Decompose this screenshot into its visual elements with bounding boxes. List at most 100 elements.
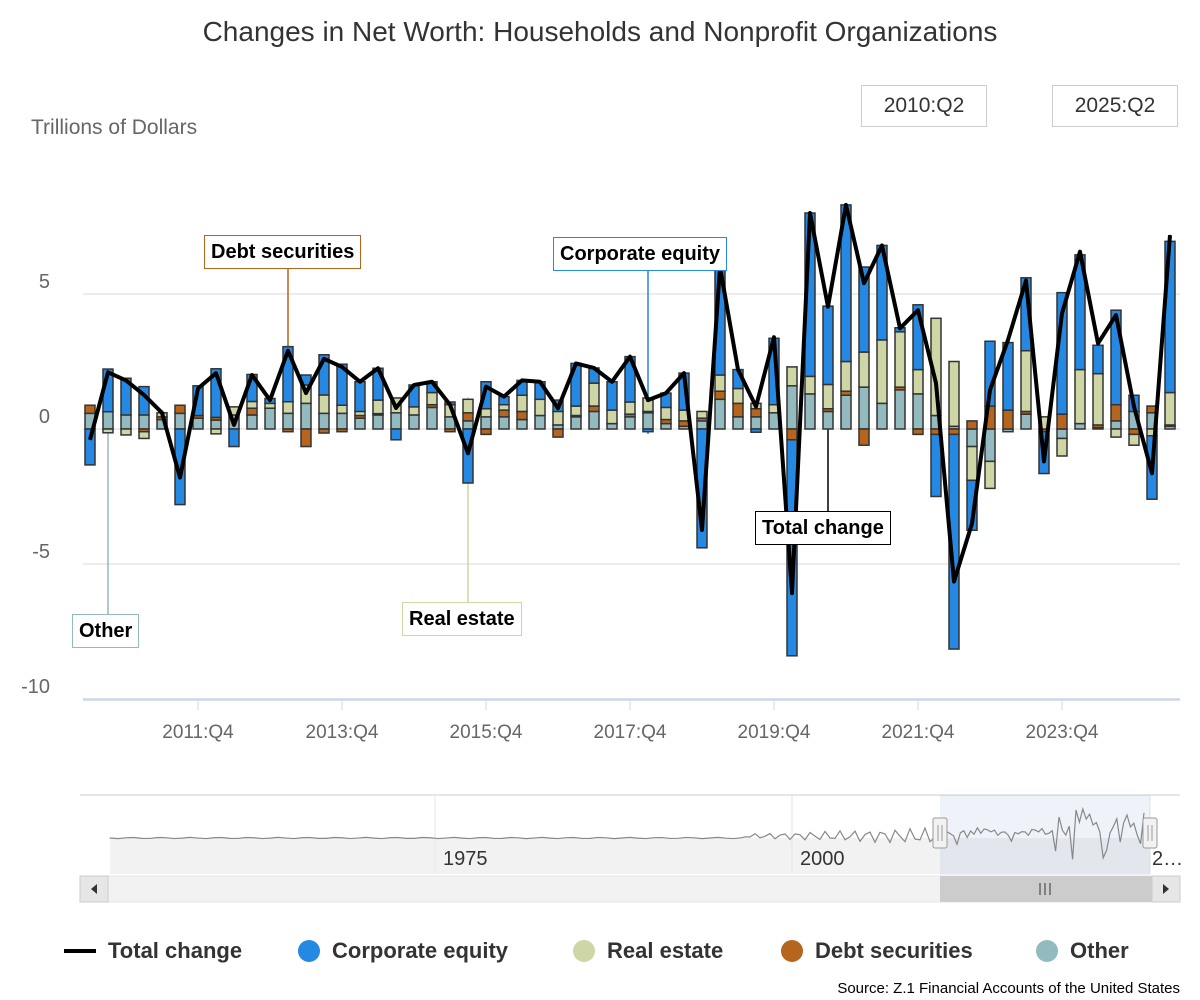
total-change-point bbox=[791, 592, 793, 594]
bar-real-estate bbox=[1092, 372, 1104, 426]
bar-other bbox=[534, 414, 546, 430]
y-axis-label: Trillions of Dollars bbox=[31, 116, 198, 139]
bar-real-estate bbox=[318, 394, 330, 415]
bar-other bbox=[750, 416, 762, 430]
bar-real-estate bbox=[588, 382, 600, 407]
bar-debt-securities bbox=[732, 402, 744, 418]
bar-corporate-equity bbox=[354, 381, 366, 413]
bar-corporate-equity bbox=[282, 345, 294, 403]
bar-real-estate bbox=[498, 403, 510, 411]
navigator-label: 1975 bbox=[443, 848, 488, 870]
total-change-point bbox=[899, 327, 901, 329]
bar-corporate-equity bbox=[84, 428, 96, 466]
total-change-point bbox=[863, 282, 865, 284]
total-change-point bbox=[1079, 251, 1081, 253]
bar-other bbox=[804, 393, 816, 430]
x-tick-label: 2019:Q4 bbox=[738, 722, 811, 743]
bar-other bbox=[498, 416, 510, 430]
total-change-point bbox=[323, 358, 325, 360]
total-change-point bbox=[413, 384, 415, 386]
bar-corporate-equity bbox=[930, 433, 942, 498]
total-change-point bbox=[683, 372, 685, 374]
total-change-point bbox=[395, 407, 397, 409]
bar-real-estate bbox=[480, 408, 492, 418]
total-change-point bbox=[1043, 460, 1045, 462]
range-from-input[interactable]: 2010:Q2 bbox=[861, 85, 987, 127]
total-change-point bbox=[467, 452, 469, 454]
navigator-area bbox=[110, 838, 1150, 874]
total-change-point bbox=[647, 399, 649, 401]
scroll-left-button[interactable] bbox=[79, 875, 109, 903]
bar-real-estate bbox=[336, 404, 348, 415]
bar-real-estate bbox=[282, 400, 294, 415]
navigator-series bbox=[109, 806, 1145, 860]
bar-real-estate bbox=[876, 339, 888, 405]
total-change-point bbox=[449, 404, 451, 406]
total-change-point bbox=[521, 379, 523, 381]
bar-other bbox=[858, 386, 870, 430]
chart-title: Changes in Net Worth: Households and Non… bbox=[202, 16, 998, 47]
bar-other bbox=[408, 414, 420, 430]
line-swatch-icon bbox=[64, 949, 96, 953]
total-change-point bbox=[827, 306, 829, 308]
x-tick-label: 2023:Q4 bbox=[1026, 722, 1099, 743]
total-change-point bbox=[341, 366, 343, 368]
total-change-point bbox=[431, 381, 433, 383]
legend-item-other[interactable]: Other bbox=[1036, 934, 1129, 968]
bar-real-estate bbox=[1056, 437, 1068, 457]
legend-label: Debt securities bbox=[815, 938, 973, 963]
navigator: 1975 2000 2… bbox=[79, 794, 1183, 903]
navigator-label: 2000 bbox=[800, 848, 845, 870]
total-change-point bbox=[251, 374, 253, 376]
bar-other bbox=[390, 412, 402, 430]
range-to-input[interactable]: 2025:Q2 bbox=[1052, 85, 1178, 127]
bar-real-estate bbox=[858, 351, 870, 388]
y-tick-label: -5 bbox=[32, 541, 50, 563]
bar-debt-securities bbox=[858, 428, 870, 446]
legend-item-real-estate[interactable]: Real estate bbox=[573, 934, 723, 968]
total-change-point bbox=[629, 356, 631, 358]
bar-debt-securities bbox=[498, 409, 510, 418]
bar-real-estate bbox=[606, 409, 618, 425]
bar-corporate-equity bbox=[1110, 309, 1122, 406]
navigator-selection bbox=[940, 795, 1150, 875]
bar-other bbox=[480, 416, 492, 430]
total-change-point bbox=[179, 477, 181, 479]
annotation-debt-securities: Debt securities bbox=[204, 235, 362, 269]
total-change-point bbox=[1133, 406, 1135, 408]
total-change-point bbox=[593, 367, 595, 369]
total-change-point bbox=[1025, 280, 1027, 281]
bar-debt-securities bbox=[300, 428, 312, 448]
bar-other bbox=[570, 416, 582, 430]
bar-other bbox=[516, 418, 528, 430]
total-change-point bbox=[125, 379, 127, 381]
bar-other bbox=[696, 420, 708, 430]
bar-real-estate bbox=[786, 366, 798, 387]
bar-other bbox=[588, 410, 600, 430]
legend-item-debt-securities[interactable]: Debt securities bbox=[781, 934, 973, 968]
total-change-point bbox=[107, 371, 109, 373]
bar-real-estate bbox=[1128, 433, 1140, 446]
total-change-point bbox=[701, 529, 703, 531]
navigator-handle[interactable] bbox=[932, 817, 948, 849]
total-change-point bbox=[881, 244, 883, 246]
bar-other bbox=[714, 398, 726, 430]
bar-real-estate bbox=[372, 399, 384, 415]
navigator-handle[interactable] bbox=[1142, 817, 1158, 849]
scrollbar-thumb[interactable] bbox=[940, 876, 1152, 902]
x-tick-label: 2011:Q4 bbox=[162, 722, 234, 743]
bar-other bbox=[984, 428, 996, 463]
total-change-point bbox=[1151, 472, 1153, 474]
bar-debt-securities bbox=[966, 420, 978, 430]
legend-item-total-change[interactable]: Total change bbox=[64, 934, 242, 968]
legend-label: Real estate bbox=[607, 938, 724, 963]
bar-debt-securities bbox=[444, 428, 456, 433]
bar-other bbox=[1074, 422, 1086, 430]
x-tick-label: 2017:Q4 bbox=[594, 722, 667, 743]
bar-real-estate bbox=[138, 430, 150, 440]
bar-real-estate bbox=[516, 394, 528, 413]
bar-other bbox=[624, 416, 636, 430]
legend-item-corporate-equity[interactable]: Corporate equity bbox=[298, 934, 508, 968]
total-change-point bbox=[143, 394, 145, 396]
bar-real-estate bbox=[804, 375, 816, 395]
